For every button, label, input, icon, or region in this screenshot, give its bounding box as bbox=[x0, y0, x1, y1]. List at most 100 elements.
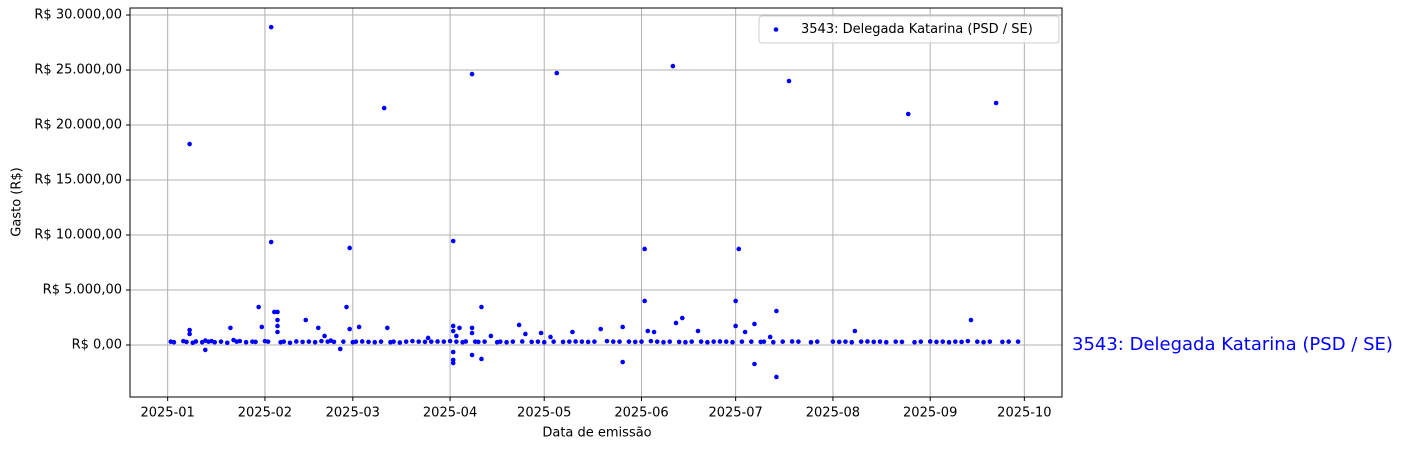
point bbox=[359, 339, 365, 344]
point bbox=[193, 339, 199, 344]
point bbox=[344, 304, 349, 310]
point bbox=[187, 331, 192, 337]
y-axis-label: Gasto (R$) bbox=[10, 167, 25, 236]
point bbox=[723, 339, 729, 344]
point bbox=[488, 333, 494, 339]
point bbox=[579, 339, 585, 344]
point bbox=[378, 339, 384, 344]
point bbox=[1015, 339, 1021, 344]
point bbox=[852, 328, 858, 334]
plot-frame bbox=[129, 7, 1063, 398]
point bbox=[774, 374, 779, 380]
point bbox=[275, 329, 280, 335]
point bbox=[435, 339, 440, 344]
point bbox=[275, 323, 280, 329]
point bbox=[570, 329, 575, 335]
point bbox=[648, 338, 654, 344]
point bbox=[469, 325, 475, 331]
point bbox=[796, 339, 801, 344]
point bbox=[450, 238, 456, 244]
y-tick-label: R$ 10.000,00 bbox=[34, 227, 122, 242]
point bbox=[918, 339, 924, 344]
point bbox=[385, 325, 390, 331]
point bbox=[858, 339, 864, 344]
point bbox=[849, 339, 855, 345]
point bbox=[450, 328, 456, 334]
point bbox=[667, 339, 673, 344]
point bbox=[457, 325, 462, 331]
point bbox=[253, 339, 258, 345]
point bbox=[661, 339, 666, 345]
point bbox=[698, 339, 704, 344]
point bbox=[642, 298, 647, 304]
point bbox=[268, 239, 274, 245]
point bbox=[322, 333, 327, 339]
point bbox=[303, 317, 309, 323]
legend-marker bbox=[773, 27, 779, 32]
point bbox=[551, 339, 556, 344]
point bbox=[300, 339, 305, 345]
point bbox=[761, 339, 767, 344]
y-tick-label: R$ 0,00 bbox=[72, 337, 122, 352]
x-tick-label: 2025-10 bbox=[997, 406, 1051, 421]
point bbox=[548, 334, 553, 340]
point bbox=[865, 339, 870, 344]
point bbox=[184, 339, 189, 345]
point bbox=[218, 339, 224, 344]
point bbox=[573, 339, 578, 344]
point bbox=[454, 339, 459, 344]
point bbox=[642, 246, 647, 252]
point bbox=[337, 346, 343, 352]
point bbox=[275, 309, 280, 315]
point bbox=[673, 320, 679, 326]
x-tick-label: 2025-04 bbox=[423, 406, 477, 421]
point bbox=[560, 339, 566, 345]
x-axis-label: Data de emissão bbox=[542, 426, 651, 441]
point bbox=[883, 339, 889, 345]
point bbox=[749, 339, 754, 344]
point bbox=[953, 339, 958, 344]
point bbox=[237, 338, 243, 344]
point bbox=[626, 339, 632, 344]
point bbox=[476, 339, 481, 345]
y-tick-label: R$ 25.000,00 bbox=[34, 63, 122, 78]
point bbox=[974, 339, 980, 344]
point bbox=[836, 339, 842, 345]
point bbox=[212, 339, 218, 345]
point bbox=[789, 339, 795, 344]
point bbox=[541, 339, 547, 345]
point bbox=[770, 339, 776, 345]
point bbox=[695, 328, 701, 334]
point bbox=[814, 339, 820, 344]
point bbox=[535, 339, 541, 344]
point bbox=[469, 71, 475, 77]
point bbox=[256, 304, 261, 310]
point bbox=[519, 339, 525, 344]
point bbox=[381, 105, 387, 111]
point bbox=[676, 339, 682, 345]
point bbox=[187, 141, 192, 147]
x-tick-label: 2025-06 bbox=[614, 406, 668, 421]
point bbox=[463, 339, 469, 344]
point bbox=[780, 339, 786, 344]
point bbox=[554, 70, 560, 76]
point bbox=[319, 338, 324, 344]
point bbox=[403, 339, 409, 344]
point bbox=[736, 246, 742, 252]
point bbox=[510, 339, 516, 344]
point bbox=[705, 339, 710, 345]
point bbox=[347, 326, 352, 332]
point bbox=[877, 339, 883, 344]
y-tick-label: R$ 5.000,00 bbox=[43, 282, 122, 297]
point bbox=[497, 339, 503, 344]
point bbox=[268, 24, 274, 30]
point bbox=[529, 339, 534, 345]
point bbox=[774, 308, 779, 314]
point bbox=[259, 324, 265, 330]
x-tick-label: 2025-02 bbox=[238, 406, 292, 421]
point bbox=[598, 326, 604, 332]
point bbox=[959, 339, 964, 345]
point bbox=[353, 339, 359, 344]
